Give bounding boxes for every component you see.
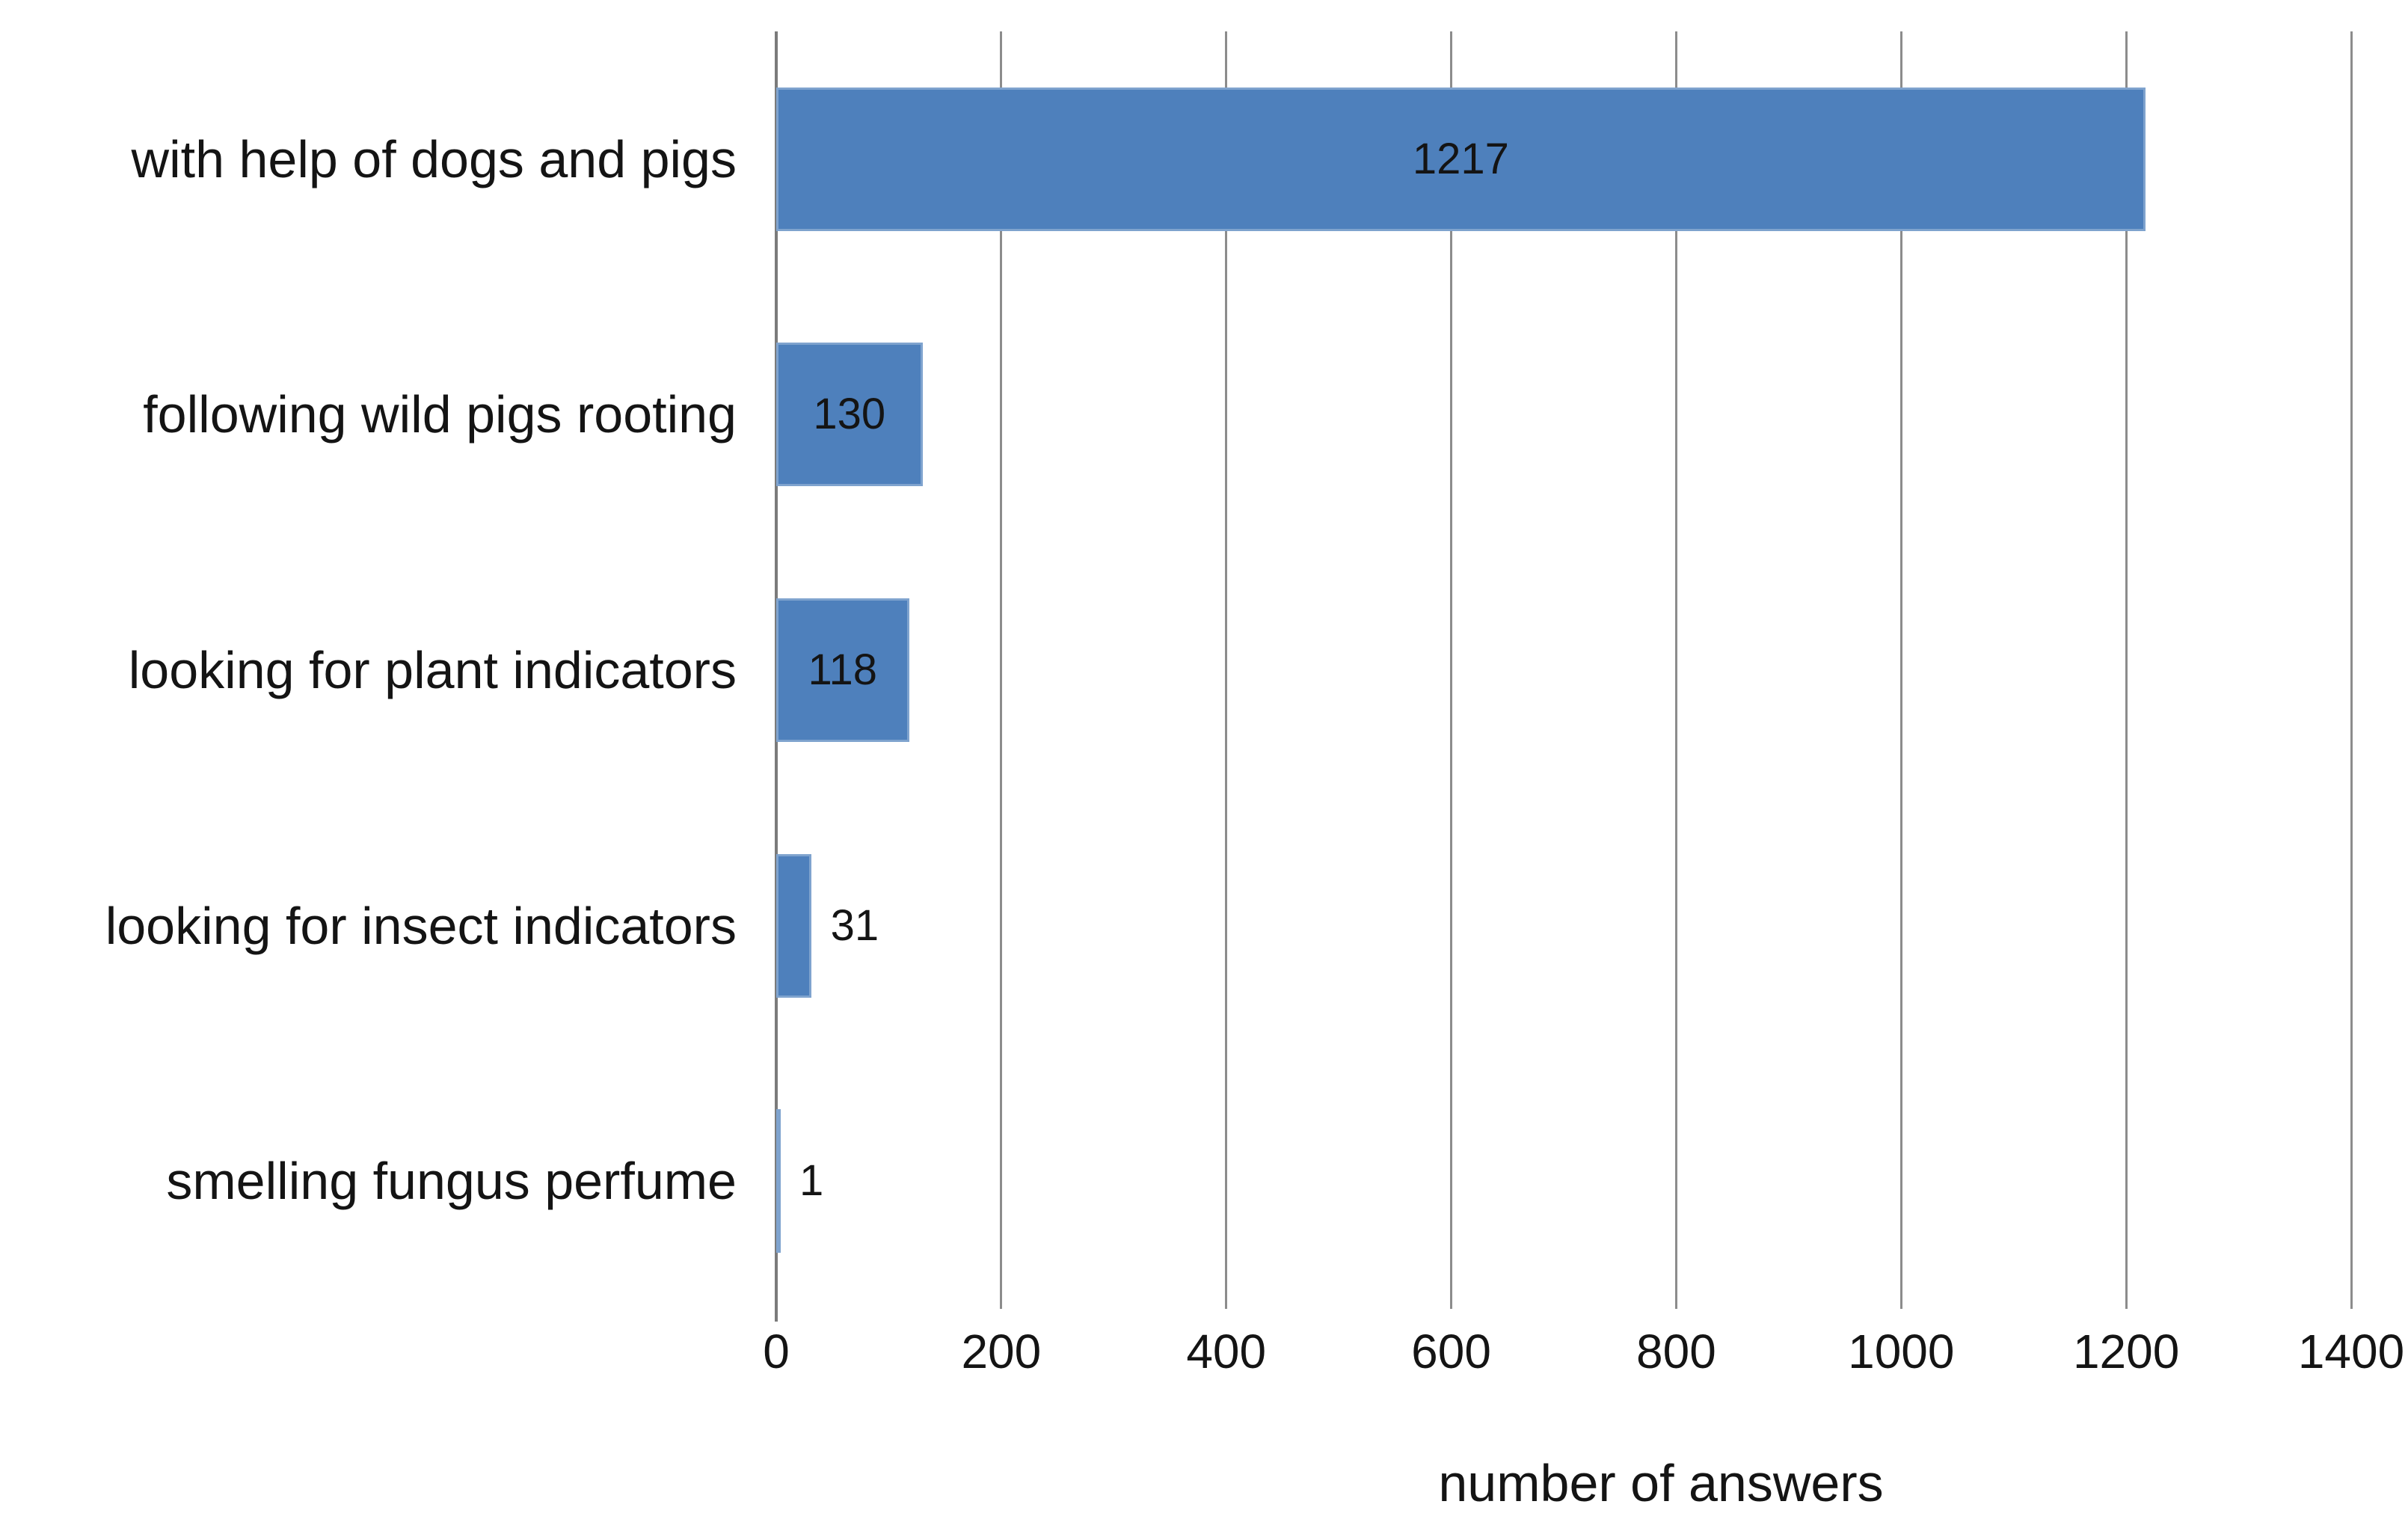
gridline-400 <box>1225 31 1228 1309</box>
gridline-1400 <box>2350 31 2353 1309</box>
x-tick-label: 600 <box>1411 1325 1491 1378</box>
bar <box>776 1109 781 1254</box>
bar <box>776 853 811 998</box>
x-tick-label: 1000 <box>1848 1325 1955 1378</box>
category-label: looking for plant indicators <box>128 640 737 699</box>
category-label: looking for insect indicators <box>105 896 737 955</box>
gridline-600 <box>1450 31 1453 1309</box>
bar <box>776 343 923 487</box>
gridline-1000 <box>1899 31 1902 1309</box>
bar <box>776 87 2146 231</box>
x-tick-label: 800 <box>1636 1325 1716 1378</box>
x-tick-label: 1400 <box>2297 1325 2405 1378</box>
x-tick-label: 0 <box>763 1325 790 1378</box>
x-axis-title: number of answers <box>1438 1454 1884 1512</box>
category-label: smelling fungus perfume <box>166 1151 737 1210</box>
x-tick-label: 400 <box>1186 1325 1267 1378</box>
bar-value-label: 118 <box>808 645 877 694</box>
gridline-200 <box>1000 31 1003 1309</box>
bar <box>776 598 909 742</box>
bar-value-label: 1 <box>799 1156 824 1206</box>
gridline-1200 <box>2125 31 2128 1309</box>
plot-area: 1217 130 118 31 1 <box>775 31 2353 1322</box>
x-tick-label: 1200 <box>2072 1325 2180 1378</box>
category-label: following wild pigs rooting <box>143 385 737 444</box>
category-label: with help of dogs and pigs <box>131 129 737 188</box>
gridline-800 <box>1674 31 1677 1309</box>
bar-value-label: 1217 <box>1412 134 1509 183</box>
bar-value-label: 130 <box>813 390 886 439</box>
bar-value-label: 31 <box>830 901 879 950</box>
x-tick-label: 200 <box>961 1325 1042 1378</box>
